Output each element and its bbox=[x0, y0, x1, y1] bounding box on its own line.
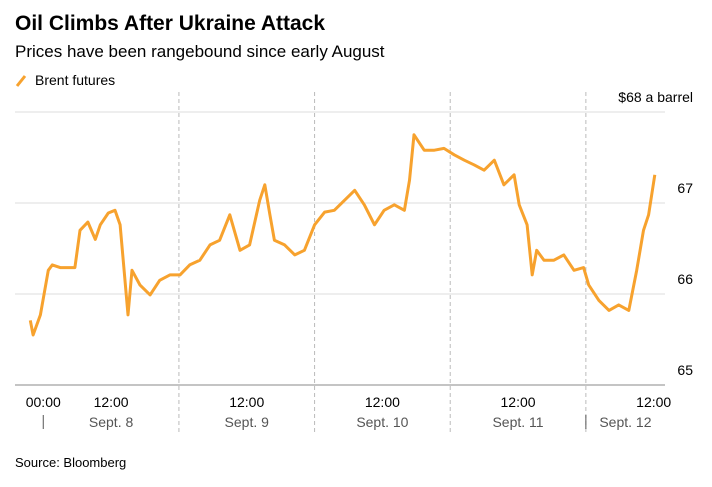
day-label: Sept. 10 bbox=[356, 414, 408, 430]
legend-icon bbox=[15, 75, 27, 87]
day-label: Sept. 12 bbox=[599, 414, 651, 430]
y-tick-label: 65 bbox=[677, 362, 693, 378]
chart-subtitle: Prices have been rangebound since early … bbox=[15, 42, 385, 61]
price-line bbox=[28, 133, 657, 337]
y-tick-label: $68 a barrel bbox=[618, 89, 693, 105]
y-tick-label: 67 bbox=[677, 180, 693, 196]
x-tick-label: 12:00 bbox=[94, 394, 129, 410]
day-label: Sept. 9 bbox=[225, 414, 270, 430]
x-tick-label: 12:00 bbox=[229, 394, 264, 410]
source: Source: Bloomberg bbox=[15, 455, 126, 470]
day-label: Sept. 8 bbox=[89, 414, 134, 430]
legend-label: Brent futures bbox=[35, 72, 115, 88]
day-label: Sept. 11 bbox=[492, 414, 543, 430]
chart-title: Oil Climbs After Ukraine Attack bbox=[15, 12, 325, 35]
x-tick-label: 12:00 bbox=[636, 394, 671, 410]
x-tick-label: 12:00 bbox=[365, 394, 400, 410]
x-tick-label: 00:00 bbox=[26, 394, 61, 410]
y-tick-label: 66 bbox=[677, 271, 693, 287]
x-tick-label: 12:00 bbox=[501, 394, 536, 410]
